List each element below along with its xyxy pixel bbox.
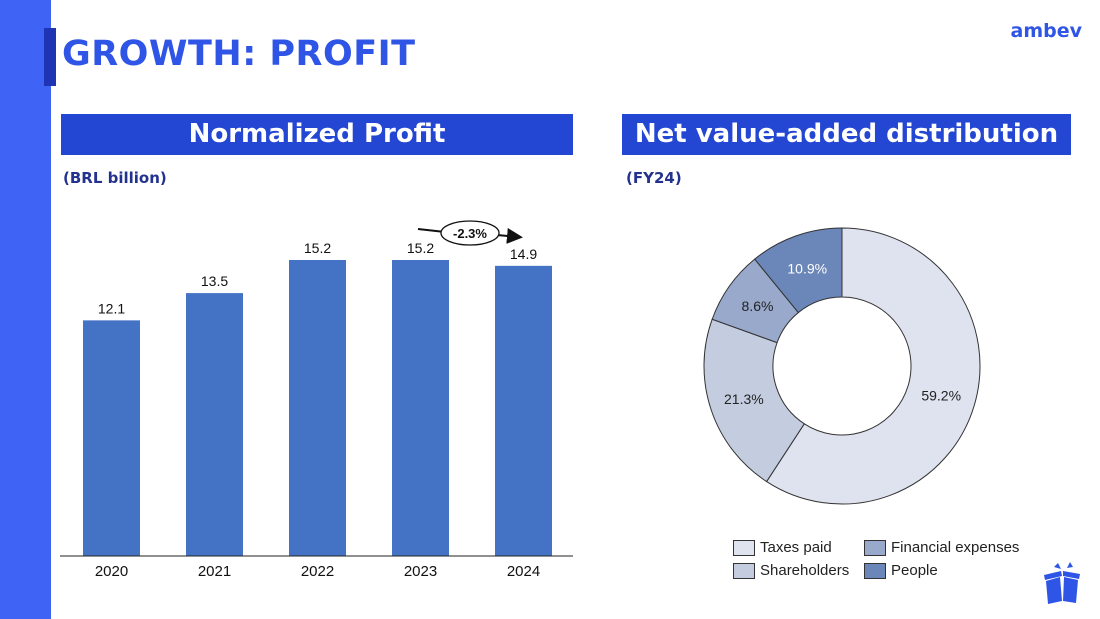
bar-value-label: 12.1: [98, 300, 125, 316]
donut-slice-label: 10.9%: [787, 261, 827, 277]
legend-item-financial-expenses: Financial expenses: [864, 539, 1019, 556]
growth-annotation-label: -2.3%: [453, 226, 487, 241]
bar-chart-header: Normalized Profit: [61, 114, 573, 155]
legend-label: Taxes paid: [760, 539, 832, 556]
bar-2021: [186, 293, 243, 556]
legend-label: Shareholders: [760, 562, 850, 579]
bar-2020: [83, 320, 140, 556]
legend-item-people: People: [864, 562, 938, 579]
bar-value-label: 15.2: [407, 240, 434, 256]
x-tick-label: 2021: [198, 563, 231, 580]
bar-value-label: 15.2: [304, 240, 331, 256]
donut-slice-label: 59.2%: [921, 387, 961, 403]
donut-slice-people: [754, 227, 843, 314]
legend-swatch: [864, 539, 886, 556]
bar-value-label: 13.5: [201, 273, 228, 289]
donut-chart-subtitle: (FY24): [626, 169, 682, 187]
legend-swatch: [864, 562, 886, 579]
donut-slice-taxes-paid: [765, 227, 981, 505]
x-tick-label: 2022: [301, 563, 334, 580]
donut-slice-label: 8.6%: [742, 298, 774, 314]
legend-swatch: [733, 539, 755, 556]
bar-value-label: 14.9: [510, 246, 537, 262]
left-accent-band: [0, 0, 51, 619]
growth-arrow-right: [496, 227, 523, 244]
page-title: GROWTH: PROFIT: [62, 34, 416, 74]
legend-item-taxes-paid: Taxes paid: [733, 539, 832, 556]
growth-arrow-left: [417, 228, 446, 233]
gift-box-logo-icon: [1044, 562, 1080, 604]
bar-chart-subtitle: (BRL billion): [63, 169, 167, 187]
brand-logo-text: ambev: [1010, 20, 1083, 42]
legend-label: Financial expenses: [891, 539, 1020, 556]
donut-slice-shareholders: [703, 318, 805, 483]
donut-slice-label: 21.3%: [724, 391, 764, 407]
legend-label: People: [891, 562, 938, 579]
x-tick-label: 2020: [95, 563, 128, 580]
donut-chart-header: Net value-added distribution: [622, 114, 1071, 155]
bar-2023: [392, 260, 449, 556]
bar-2022: [289, 260, 346, 556]
title-accent-bar: [44, 28, 56, 86]
x-tick-label: 2023: [404, 563, 437, 580]
bar-2024: [495, 265, 552, 556]
x-tick-label: 2024: [507, 563, 540, 580]
growth-annotation-bubble: [440, 220, 500, 246]
legend-item-shareholders: Shareholders: [733, 562, 849, 579]
legend-swatch: [733, 562, 755, 579]
